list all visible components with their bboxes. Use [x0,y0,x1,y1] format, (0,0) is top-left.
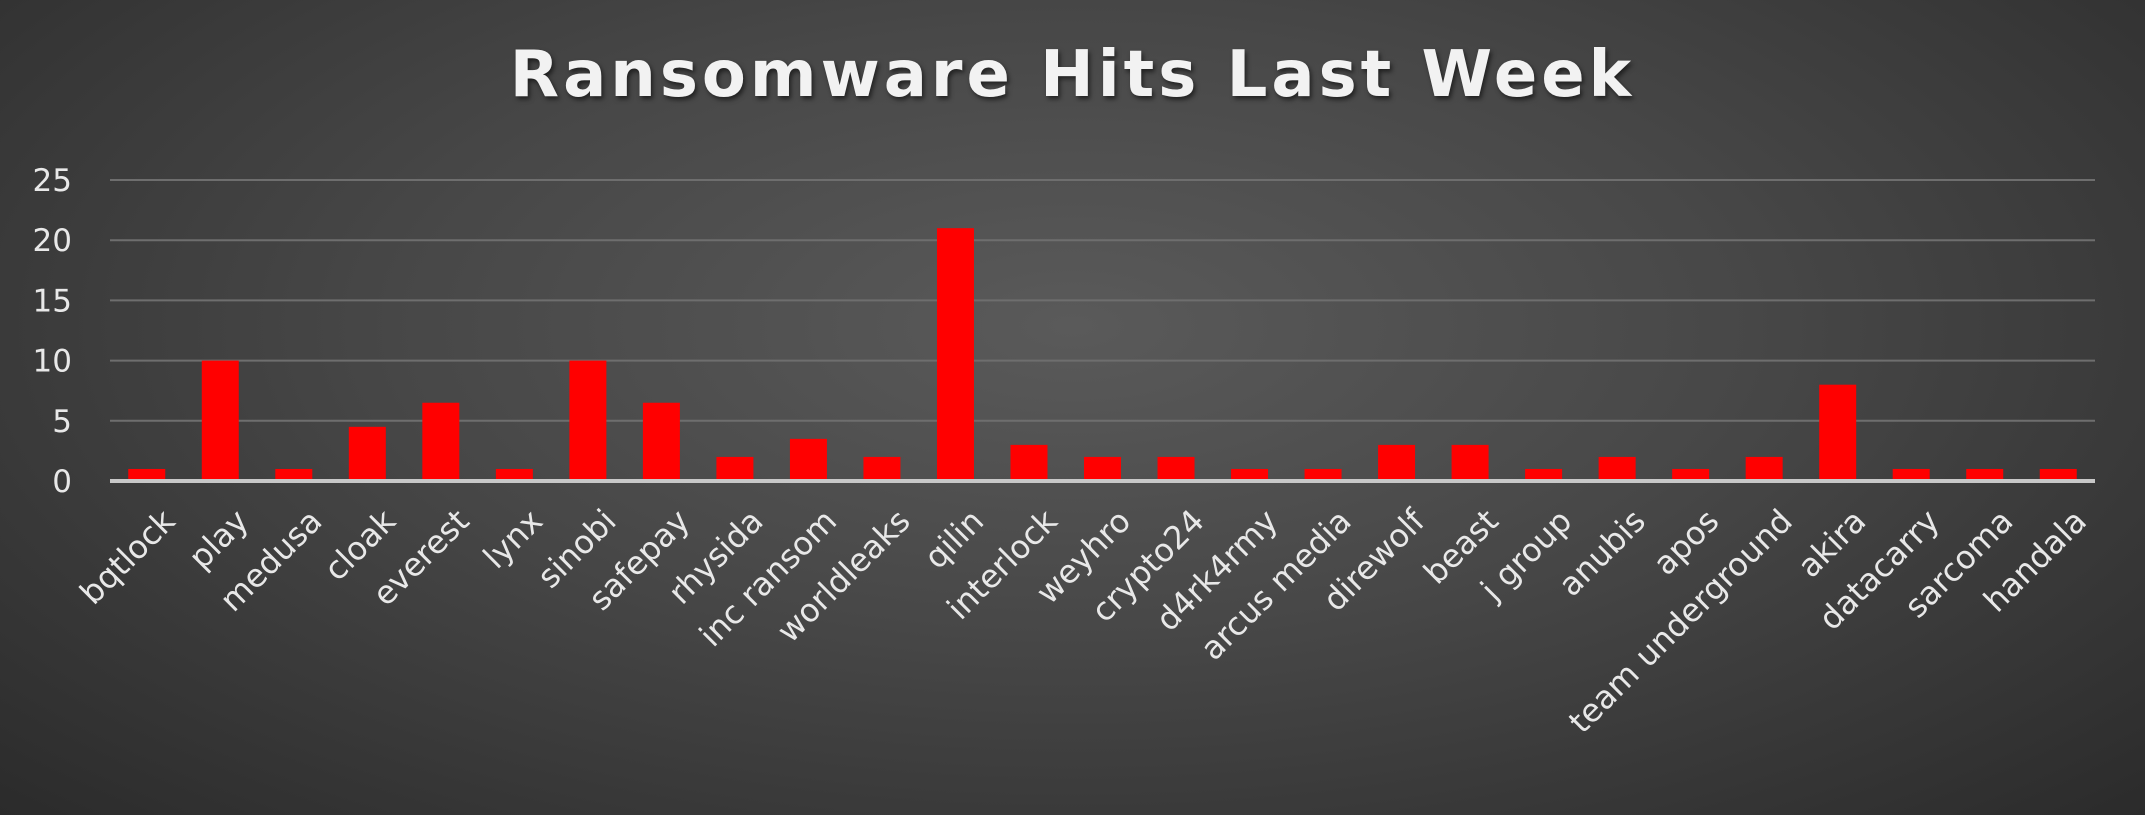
bar [1672,468,1710,481]
bar [1745,456,1783,481]
bar [1304,468,1342,481]
bar [789,438,827,481]
bar [201,360,239,481]
bar [569,360,607,481]
bar [642,402,680,481]
bar [1892,468,1930,481]
bar [495,468,533,481]
y-tick-label: 0 [52,464,72,500]
bar [1231,468,1269,481]
bar [275,468,313,481]
bar [422,402,460,481]
y-tick-label: 5 [52,404,72,440]
y-tick-label: 10 [33,344,72,380]
bar [2039,468,2077,481]
bar [863,456,901,481]
bar [1010,444,1048,481]
bar [1819,384,1857,481]
x-tick-label: bqtlock [72,501,182,611]
bar [1966,468,2004,481]
bar [128,468,166,481]
bar [1525,468,1563,481]
bar [348,426,386,481]
bar [1157,456,1195,481]
y-tick-label: 15 [33,283,72,319]
bar [1451,444,1489,481]
y-tick-label: 25 [33,163,72,199]
bar [716,456,754,481]
bar [1598,456,1636,481]
y-tick-label: 20 [33,223,72,259]
bar [1084,456,1121,481]
chart-title: Ransomware Hits Last Week [509,38,1636,112]
bar [936,228,974,481]
bar [1378,444,1416,481]
